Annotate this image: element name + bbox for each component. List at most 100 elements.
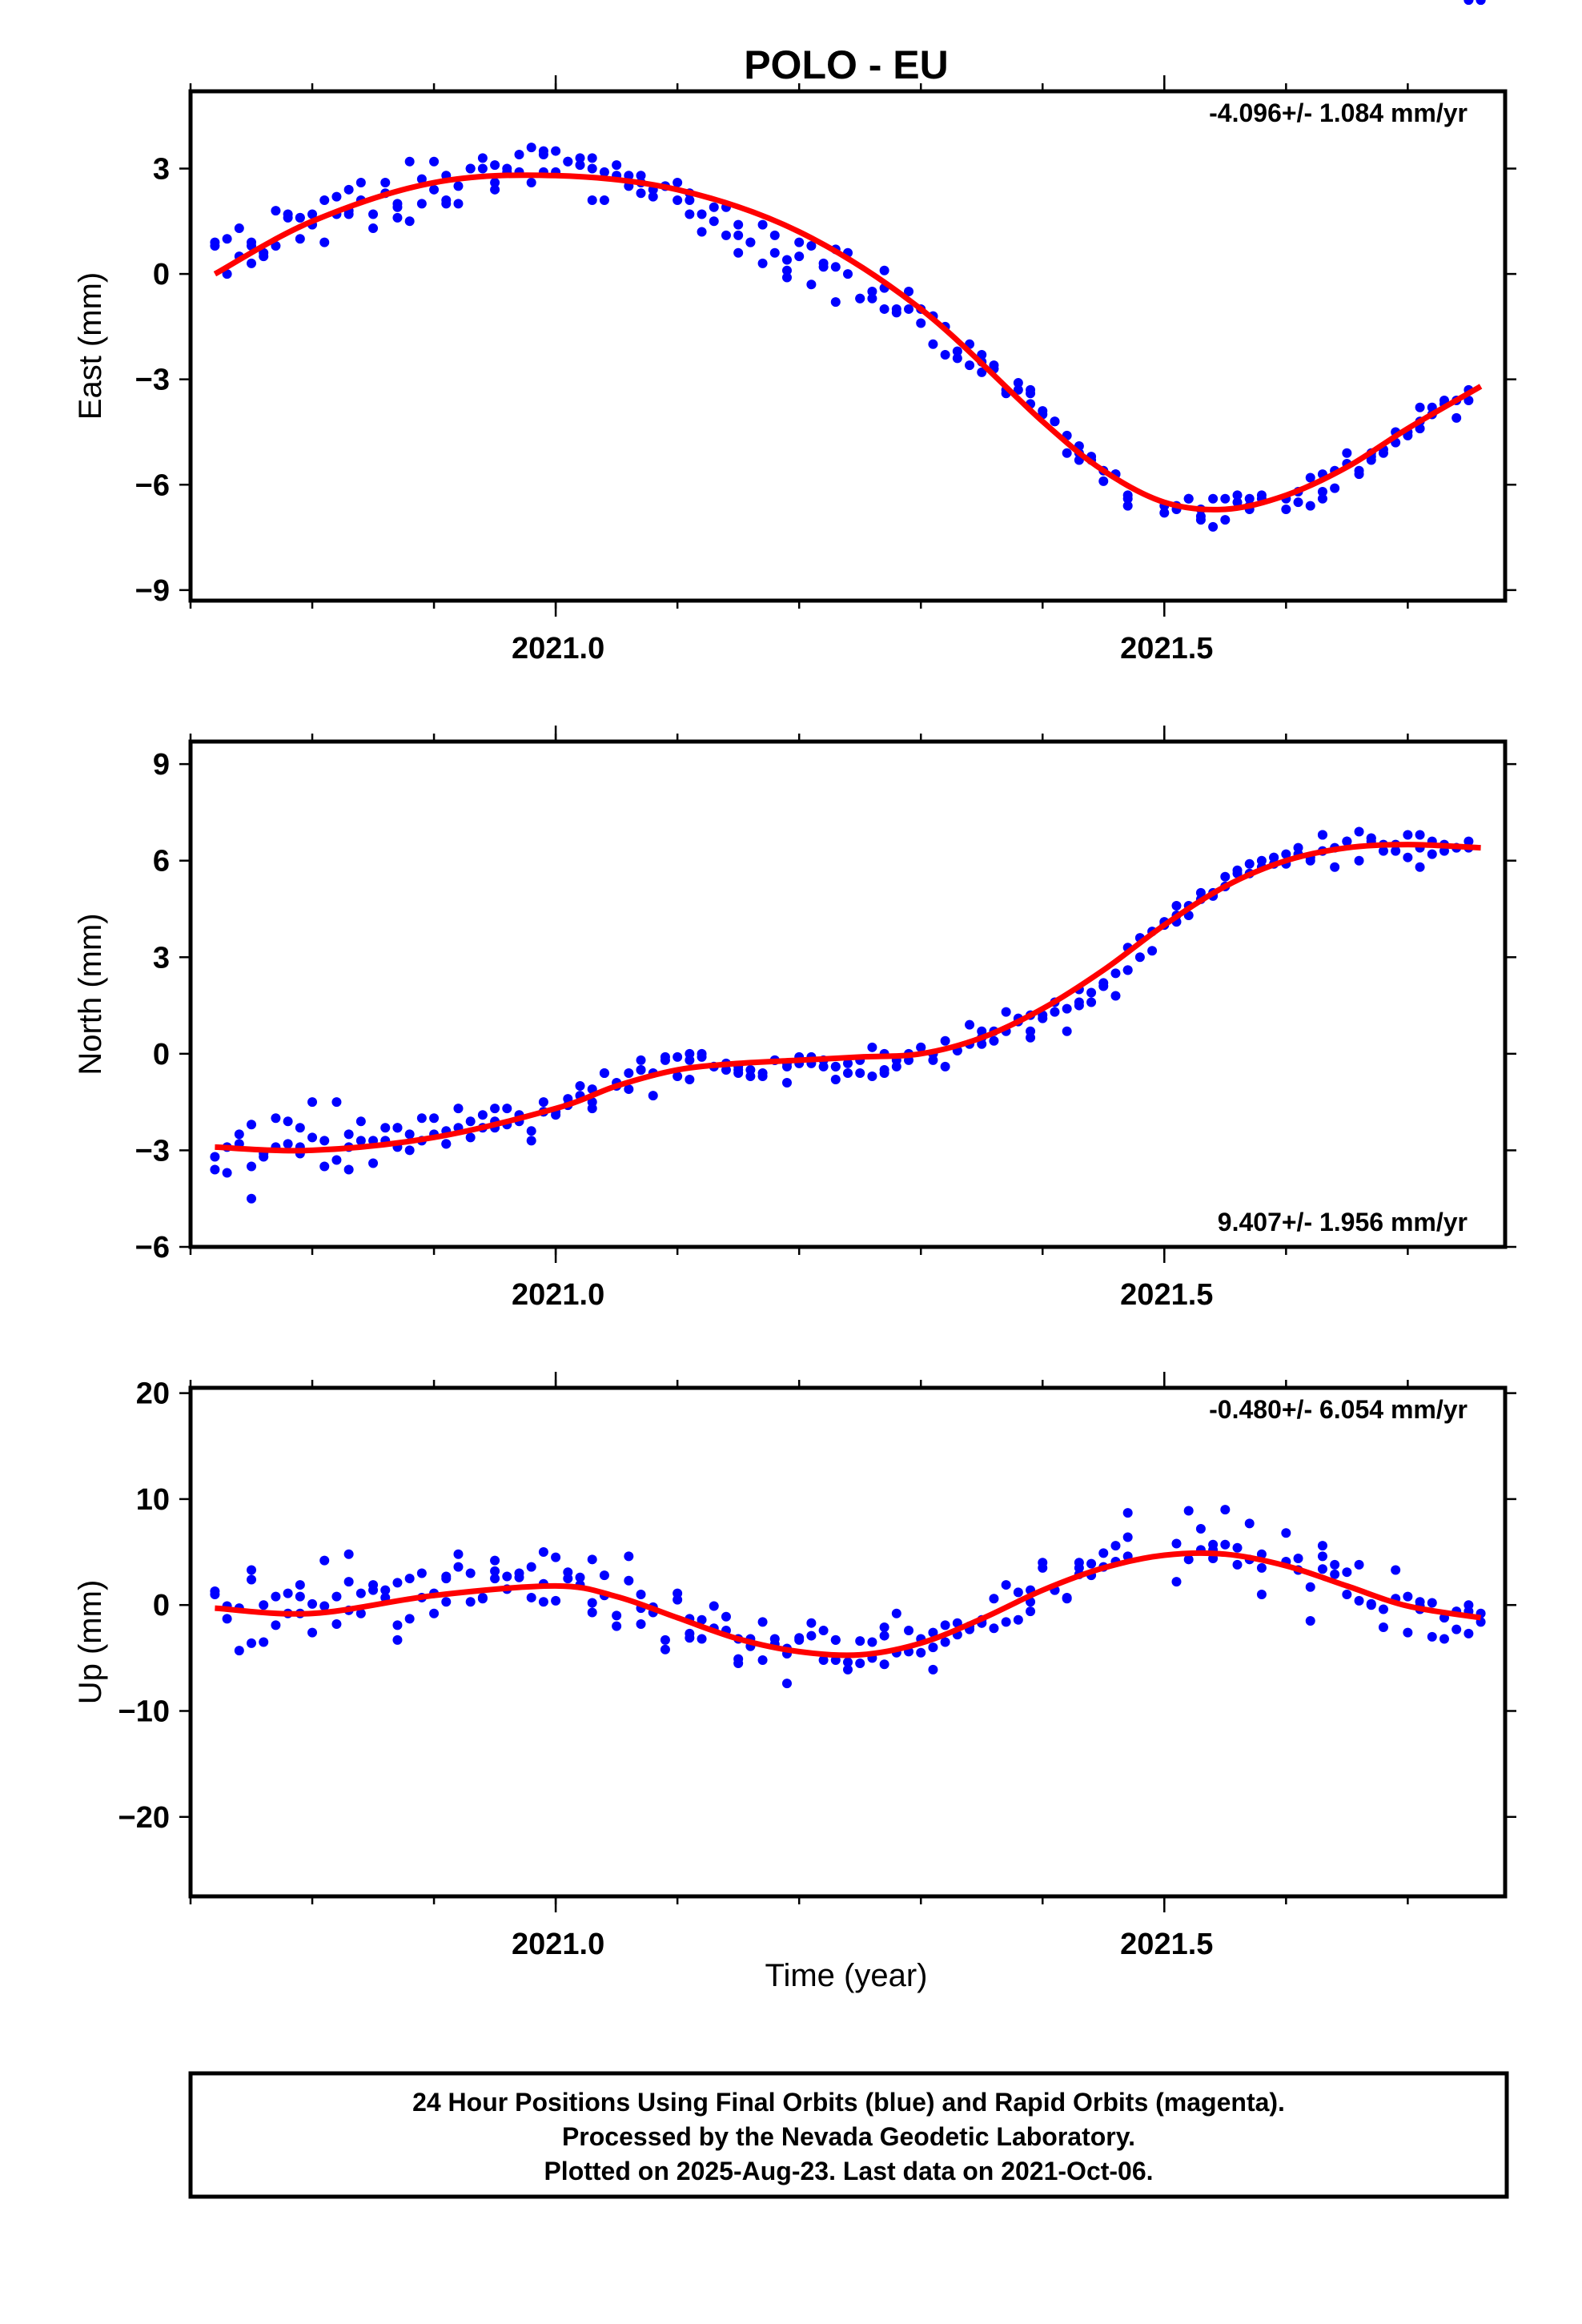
up-y-tick-label: −20 (118, 1801, 170, 1835)
up-y-tick-label: −10 (118, 1695, 170, 1728)
up-data-point (1001, 1617, 1011, 1627)
east-data-point (355, 178, 366, 188)
east-data-point (636, 188, 646, 199)
up-rate-label: -0.480+/- 6.054 mm/yr (1209, 1395, 1468, 1424)
east-data-point (879, 304, 889, 314)
up-data-point (502, 1571, 512, 1582)
east-data-point (295, 212, 305, 223)
north-data-point (1269, 852, 1279, 862)
north-panel: 2021.0 2021.5 9 6 3 0 −3 −6 North (mm) 9.407+/- 1… (73, 0, 1516, 1312)
up-data-point (295, 1580, 305, 1590)
north-data-point (307, 1097, 318, 1108)
up-data-point (1183, 1506, 1194, 1516)
up-data-point (465, 1568, 476, 1578)
north-data-point (1415, 862, 1425, 872)
north-data-point (222, 1168, 232, 1178)
up-data-point (1013, 1587, 1023, 1598)
up-data-point (989, 1594, 999, 1604)
north-data-point (416, 1113, 427, 1124)
east-data-point (1208, 493, 1219, 504)
up-data-point (1098, 1548, 1109, 1558)
east-y-tick-label: −3 (135, 364, 170, 397)
east-data-point (1305, 472, 1315, 483)
north-data-point (636, 1064, 646, 1075)
north-data-point (636, 1055, 646, 1065)
east-data-point (1159, 508, 1170, 518)
up-data-point (575, 1572, 585, 1582)
east-data-point (259, 251, 269, 262)
north-data-point (331, 1155, 342, 1165)
north-data-point (867, 1042, 877, 1052)
north-y-tick-label: −3 (135, 1134, 170, 1168)
up-data-point (404, 1614, 415, 1624)
north-data-point (673, 1051, 683, 1062)
east-data-point (319, 237, 330, 247)
up-data-point (368, 1580, 379, 1590)
up-data-point (697, 1634, 707, 1644)
east-data-point (490, 184, 500, 195)
north-data-point (343, 1164, 354, 1175)
east-data-point (1232, 497, 1243, 508)
up-data-point (636, 1589, 646, 1599)
up-data-point (247, 1565, 257, 1575)
east-data-point (429, 184, 440, 195)
north-data-point (745, 1064, 756, 1075)
east-data-point (477, 153, 488, 163)
up-data-point (1220, 1539, 1231, 1550)
footer-frame (188, 2071, 1509, 2199)
up-data-point (1122, 1508, 1133, 1518)
east-data-point (1098, 476, 1109, 486)
east-data-point (1013, 378, 1023, 388)
north-data-point (867, 1071, 877, 1081)
east-data-point (794, 237, 805, 247)
north-data-point (1050, 1007, 1060, 1017)
up-data-point (1427, 1598, 1437, 1608)
east-data-point (526, 143, 536, 153)
north-data-point (1403, 830, 1413, 840)
east-data-point (368, 209, 379, 219)
east-data-point (1464, 395, 1474, 405)
north-data-point (855, 1068, 865, 1078)
north-data-point (1464, 836, 1474, 846)
north-data-point (343, 1129, 354, 1140)
up-data-point (222, 1614, 232, 1624)
north-data-point (697, 1048, 707, 1059)
east-data-point (514, 149, 524, 159)
north-data-point (830, 1075, 841, 1085)
east-y-tick-label: −6 (135, 468, 170, 502)
up-data-point (392, 1578, 403, 1588)
north-data-point (733, 1064, 744, 1075)
east-data-point (1305, 501, 1315, 511)
north-rate-label: 9.407+/- 1.956 mm/yr (1218, 1208, 1468, 1236)
north-data-point (1026, 1032, 1036, 1043)
east-data-point (271, 206, 281, 216)
north-data-point (757, 1071, 768, 1081)
up-data-point (757, 1617, 768, 1627)
north-fit-curve (215, 842, 1481, 1154)
east-data-point (757, 258, 768, 268)
north-data-point (587, 1104, 597, 1114)
up-data-point (1110, 1541, 1121, 1551)
up-data-point (331, 1619, 342, 1630)
east-data-point (453, 181, 464, 191)
north-data-point (685, 1075, 695, 1085)
up-data-point (855, 1636, 865, 1647)
up-data-point (1122, 1532, 1133, 1542)
up-data-point (551, 1552, 561, 1562)
east-y-tick-label: −9 (135, 574, 170, 608)
north-data-point (271, 1113, 281, 1124)
up-data-point (685, 1633, 695, 1643)
north-data-point (1305, 855, 1315, 866)
east-fit-curve (213, 172, 1483, 513)
east-data-point (1317, 493, 1327, 504)
up-data-point (1293, 1553, 1303, 1563)
east-data-point (1330, 483, 1340, 493)
up-data-point (1038, 1562, 1048, 1573)
up-data-point (416, 1568, 427, 1578)
east-panel: 2021.0 2021.5 3 0 −3 −6 −9 East (mm) -4.096+/- 1… (73, 0, 1516, 665)
north-data-point (247, 1193, 257, 1204)
east-data-point (781, 265, 792, 275)
east-data-point (636, 171, 646, 181)
north-data-point (1256, 855, 1267, 866)
